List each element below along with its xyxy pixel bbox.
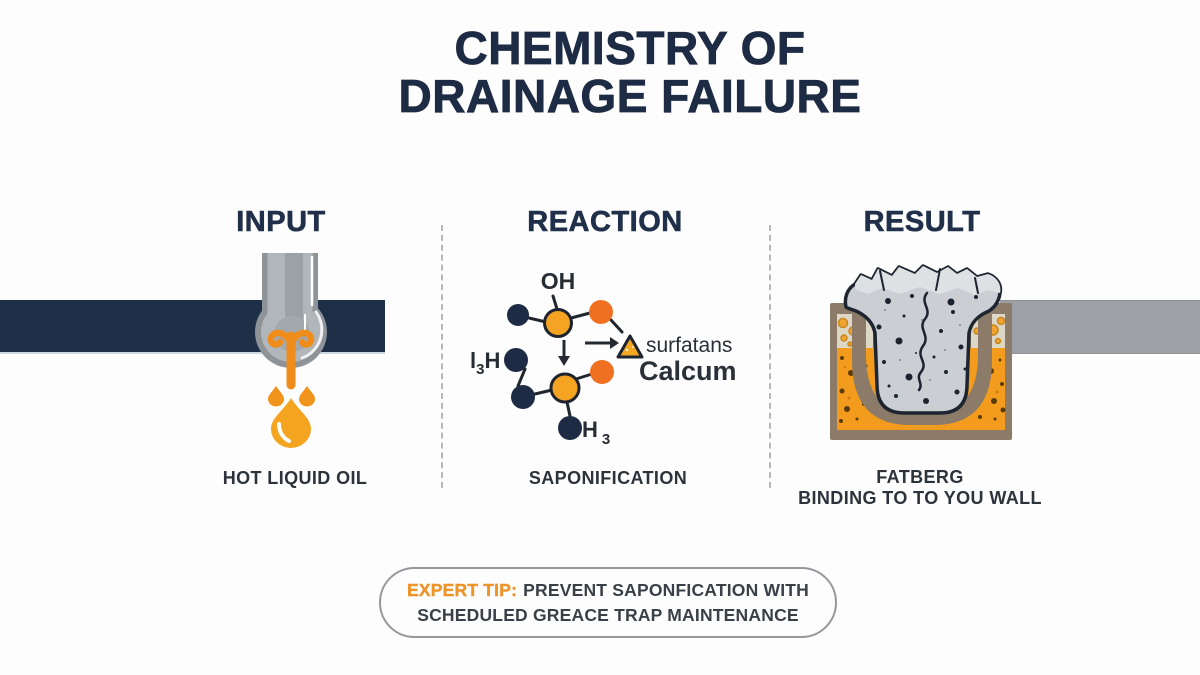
left-formula-label: l3H (470, 348, 500, 378)
fatberg-cross-section-icon (830, 264, 1012, 440)
column-header-result: RESULT (863, 206, 981, 239)
molecule-atoms (504, 300, 614, 440)
hydroxyl-label: OH (541, 268, 576, 294)
product-label-small: surfatans (646, 334, 732, 357)
caption-result: FATBERG BINDING TO TO YOU WALL (798, 467, 1042, 509)
surfactant-triangle-icon (616, 334, 644, 359)
title-line-2: DRAINAGE FAILURE (398, 70, 862, 122)
pipe-dripping-oil-icon (255, 253, 327, 448)
fatberg-mass (843, 264, 1003, 415)
page-title: CHEMISTRY OF DRAINAGE FAILURE (0, 22, 1200, 122)
expert-tip-prefix: EXPERT TIP: (407, 579, 518, 600)
down-arrow-icon (558, 340, 570, 366)
caption-reaction: SAPONIFICATION (528, 468, 688, 488)
title-line-1: CHEMISTRY OF (454, 22, 806, 74)
expert-tip-line-2: SCHEDULED GREACE TRAP MAINTENANCE (417, 604, 799, 625)
caption-input: HOT LIQUID OIL (222, 468, 368, 488)
caption-result-line-2: BINDING TO TO YOU WALL (798, 488, 1042, 508)
column-divider-right (769, 225, 771, 488)
pipe-bar-right (1000, 300, 1200, 354)
caption-result-line-1: FATBERG (876, 467, 964, 487)
oil-stream (267, 329, 315, 390)
expert-tip-box: EXPERT TIP: PREVENT SAPONFICATION WITH SC… (379, 567, 837, 638)
right-arrow-icon (585, 337, 619, 349)
fatberg-crack (917, 291, 929, 392)
column-header-reaction: REACTION (527, 206, 683, 239)
expert-tip-line-1: EXPERT TIP: PREVENT SAPONFICATION WITH (407, 578, 809, 603)
expert-tip-text-1: PREVENT SAPONFICATION WITH (523, 579, 809, 600)
column-header-input: INPUT (236, 206, 326, 239)
column-divider-left (441, 225, 443, 488)
oil-droplets (268, 386, 315, 448)
product-label-big: Calcum (639, 356, 737, 386)
